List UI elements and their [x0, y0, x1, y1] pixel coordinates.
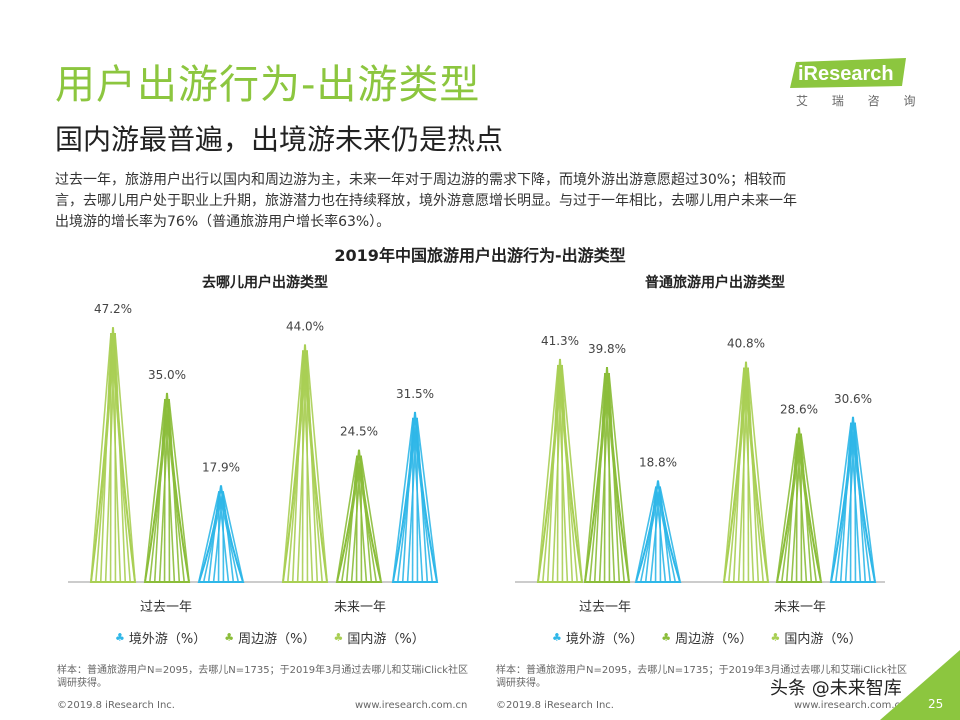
legend-swatch-icon: ♣: [224, 631, 235, 644]
legend-swatch-icon: ♣: [333, 631, 344, 644]
legend-item: ♣ 周边游（%）: [661, 628, 752, 647]
legend-label: 周边游（%）: [675, 632, 753, 647]
summary-line: 出境游的增长率为76%（普通旅游用户增长率63%）。: [55, 214, 391, 230]
page-number: 25: [928, 697, 944, 711]
summary-line: 言，去哪儿用户处于职业上升期，旅游潜力也在持续释放，境外游意愿增长明显。与过于一…: [55, 193, 797, 209]
data-label: 39.8%: [588, 342, 626, 356]
logo-icon: iResearch: [790, 58, 906, 88]
data-label: 28.6%: [780, 403, 818, 417]
legend-item: ♣ 国内游（%）: [770, 628, 861, 647]
bar: [722, 361, 770, 583]
bar: [583, 367, 631, 583]
corner-decoration-icon: [880, 650, 960, 720]
legend-item: ♣ 境外游（%）: [552, 628, 643, 647]
bar: [775, 427, 823, 583]
legend-right: ♣ 境外游（%） ♣ 周边游（%） ♣ 国内游（%）: [552, 628, 862, 647]
bar: [829, 416, 877, 583]
footer-url: www.iresearch.com.cn: [355, 700, 468, 711]
legend-item: ♣ 周边游（%）: [224, 628, 315, 647]
page-subtitle: 国内游最普遍，出境游未来仍是热点: [55, 123, 504, 156]
x-tick-label: 未来一年: [334, 600, 386, 615]
bar: [143, 392, 191, 583]
footer-url-right: www.iresearch.com.cn: [794, 700, 907, 711]
data-label: 18.8%: [639, 455, 677, 469]
footer-copyright-right: ©2019.8 iResearch Inc.: [496, 700, 614, 711]
data-label: 41.3%: [541, 334, 579, 348]
data-label: 40.8%: [727, 337, 765, 351]
legend-swatch-icon: ♣: [770, 631, 781, 644]
bar: [281, 344, 329, 583]
legend-item: ♣ 国内游（%）: [333, 628, 424, 647]
data-label: 35.0%: [148, 368, 186, 382]
x-tick-label: 未来一年: [774, 600, 826, 615]
data-label: 30.6%: [834, 392, 872, 406]
x-tick-label: 过去一年: [140, 600, 192, 615]
summary-paragraph: 过去一年，旅游用户出行以国内和周边游为主，未来一年对于周边游的需求下降，而境外游…: [55, 170, 915, 233]
bar: [197, 485, 245, 583]
data-label: 47.2%: [94, 302, 132, 316]
bar: [335, 449, 383, 583]
watermark: 头条 @未来智库: [770, 678, 902, 699]
legend-swatch-icon: ♣: [115, 631, 125, 644]
legend-left: ♣ 境外游（%） ♣ 周边游（%） ♣ 国内游（%）: [115, 628, 425, 647]
page-title: 用户出游行为-出游类型: [55, 62, 481, 108]
source-note-right: 样本：普通旅游用户N=2095，去哪儿N=1735；于2019年3月通过去哪儿和…: [496, 665, 908, 689]
data-label: 44.0%: [286, 319, 324, 333]
bar: [89, 327, 137, 583]
legend-label: 境外游（%）: [565, 632, 644, 647]
legend-item: ♣ 境外游（%）: [115, 628, 206, 647]
x-tick-label: 过去一年: [579, 600, 631, 615]
data-label: 24.5%: [340, 425, 378, 439]
logo-subtitle: 艾 瑞 咨 询: [796, 94, 926, 108]
panel-title-general: 普通旅游用户出游类型: [645, 275, 785, 291]
bar: [391, 411, 439, 583]
legend-swatch-icon: ♣: [552, 631, 562, 644]
logo-brand: iResearch: [798, 63, 894, 85]
source-note-left: 样本：普通旅游用户N=2095，去哪儿N=1735；于2019年3月通过去哪儿和…: [57, 665, 469, 689]
footer-copyright: ©2019.8 iResearch Inc.: [57, 700, 175, 711]
data-label: 31.5%: [396, 387, 434, 401]
legend-label: 国内游（%）: [347, 632, 425, 647]
iresearch-logo: iResearch 艾 瑞 咨 询: [788, 50, 918, 110]
chart-title: 2019年中国旅游用户出游行为-出游类型: [334, 246, 626, 265]
legend-label: 境外游（%）: [128, 632, 207, 647]
legend-label: 周边游（%）: [238, 632, 316, 647]
bar: [536, 358, 584, 583]
bar: [634, 480, 682, 583]
data-label: 17.9%: [202, 460, 240, 474]
legend-label: 国内游（%）: [784, 632, 862, 647]
legend-swatch-icon: ♣: [661, 631, 672, 644]
panel-title-qunar: 去哪儿用户出游类型: [202, 275, 328, 291]
summary-line: 过去一年，旅游用户出行以国内和周边游为主，未来一年对于周边游的需求下降，而境外游…: [55, 172, 787, 188]
